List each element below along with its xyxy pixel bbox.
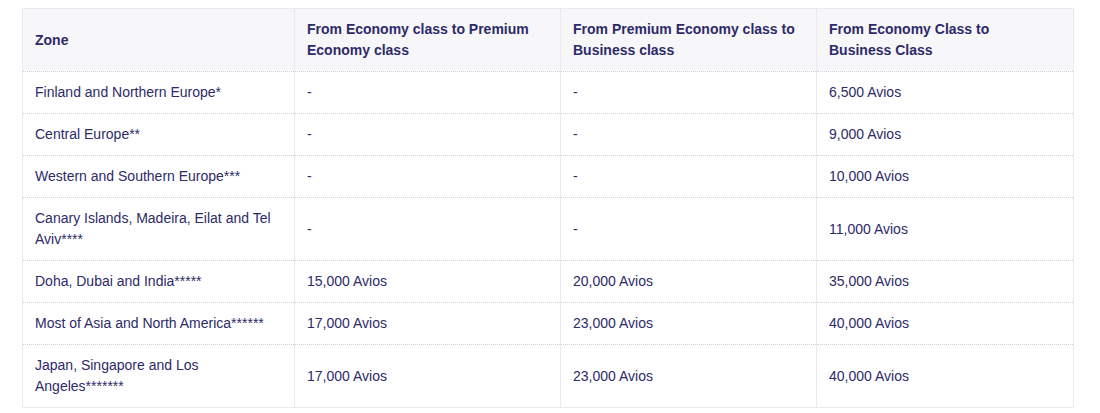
- eco-to-premium-cell: 15,000 Avios: [295, 261, 561, 303]
- column-header-zone: Zone: [23, 9, 295, 72]
- column-header-eco-to-business: From Economy Class to Business Class: [817, 9, 1074, 72]
- table-header-row: Zone From Economy class to Premium Econo…: [23, 9, 1074, 72]
- table-row: Most of Asia and North America****** 17,…: [23, 303, 1074, 345]
- eco-to-premium-cell: 17,000 Avios: [295, 345, 561, 408]
- eco-to-business-cell: 10,000 Avios: [817, 156, 1074, 198]
- zone-cell: Central Europe**: [23, 114, 295, 156]
- premium-to-business-cell: 23,000 Avios: [561, 303, 817, 345]
- table-row: Western and Southern Europe*** - - 10,00…: [23, 156, 1074, 198]
- eco-to-premium-cell: -: [295, 156, 561, 198]
- column-header-premium-to-business: From Premium Economy class to Business c…: [561, 9, 817, 72]
- eco-to-premium-cell: -: [295, 114, 561, 156]
- premium-to-business-cell: -: [561, 114, 817, 156]
- eco-to-business-cell: 35,000 Avios: [817, 261, 1074, 303]
- premium-to-business-cell: -: [561, 156, 817, 198]
- eco-to-premium-cell: -: [295, 72, 561, 114]
- column-header-label: From Premium Economy class to Business c…: [573, 19, 804, 61]
- column-header-label: From Economy Class to Business Class: [829, 19, 1009, 61]
- zone-cell: Canary Islands, Madeira, Eilat and Tel A…: [23, 198, 295, 261]
- avios-upgrade-table: Zone From Economy class to Premium Econo…: [22, 8, 1074, 408]
- eco-to-business-cell: 11,000 Avios: [817, 198, 1074, 261]
- eco-to-premium-cell: -: [295, 198, 561, 261]
- page: Zone From Economy class to Premium Econo…: [0, 0, 1100, 408]
- column-header-label: From Economy class to Premium Economy cl…: [307, 19, 539, 61]
- table-row: Japan, Singapore and Los Angeles******* …: [23, 345, 1074, 408]
- table-row: Canary Islands, Madeira, Eilat and Tel A…: [23, 198, 1074, 261]
- table-row: Finland and Northern Europe* - - 6,500 A…: [23, 72, 1074, 114]
- table-row: Doha, Dubai and India***** 15,000 Avios …: [23, 261, 1074, 303]
- premium-to-business-cell: -: [561, 198, 817, 261]
- zone-cell: Most of Asia and North America******: [23, 303, 295, 345]
- eco-to-business-cell: 6,500 Avios: [817, 72, 1074, 114]
- eco-to-business-cell: 40,000 Avios: [817, 345, 1074, 408]
- zone-cell: Western and Southern Europe***: [23, 156, 295, 198]
- eco-to-business-cell: 9,000 Avios: [817, 114, 1074, 156]
- premium-to-business-cell: -: [561, 72, 817, 114]
- zone-cell: Doha, Dubai and India*****: [23, 261, 295, 303]
- column-header-label: Zone: [35, 32, 68, 48]
- column-header-eco-to-premium: From Economy class to Premium Economy cl…: [295, 9, 561, 72]
- zone-cell: Finland and Northern Europe*: [23, 72, 295, 114]
- premium-to-business-cell: 23,000 Avios: [561, 345, 817, 408]
- premium-to-business-cell: 20,000 Avios: [561, 261, 817, 303]
- zone-cell: Japan, Singapore and Los Angeles*******: [23, 345, 295, 408]
- eco-to-business-cell: 40,000 Avios: [817, 303, 1074, 345]
- table-row: Central Europe** - - 9,000 Avios: [23, 114, 1074, 156]
- eco-to-premium-cell: 17,000 Avios: [295, 303, 561, 345]
